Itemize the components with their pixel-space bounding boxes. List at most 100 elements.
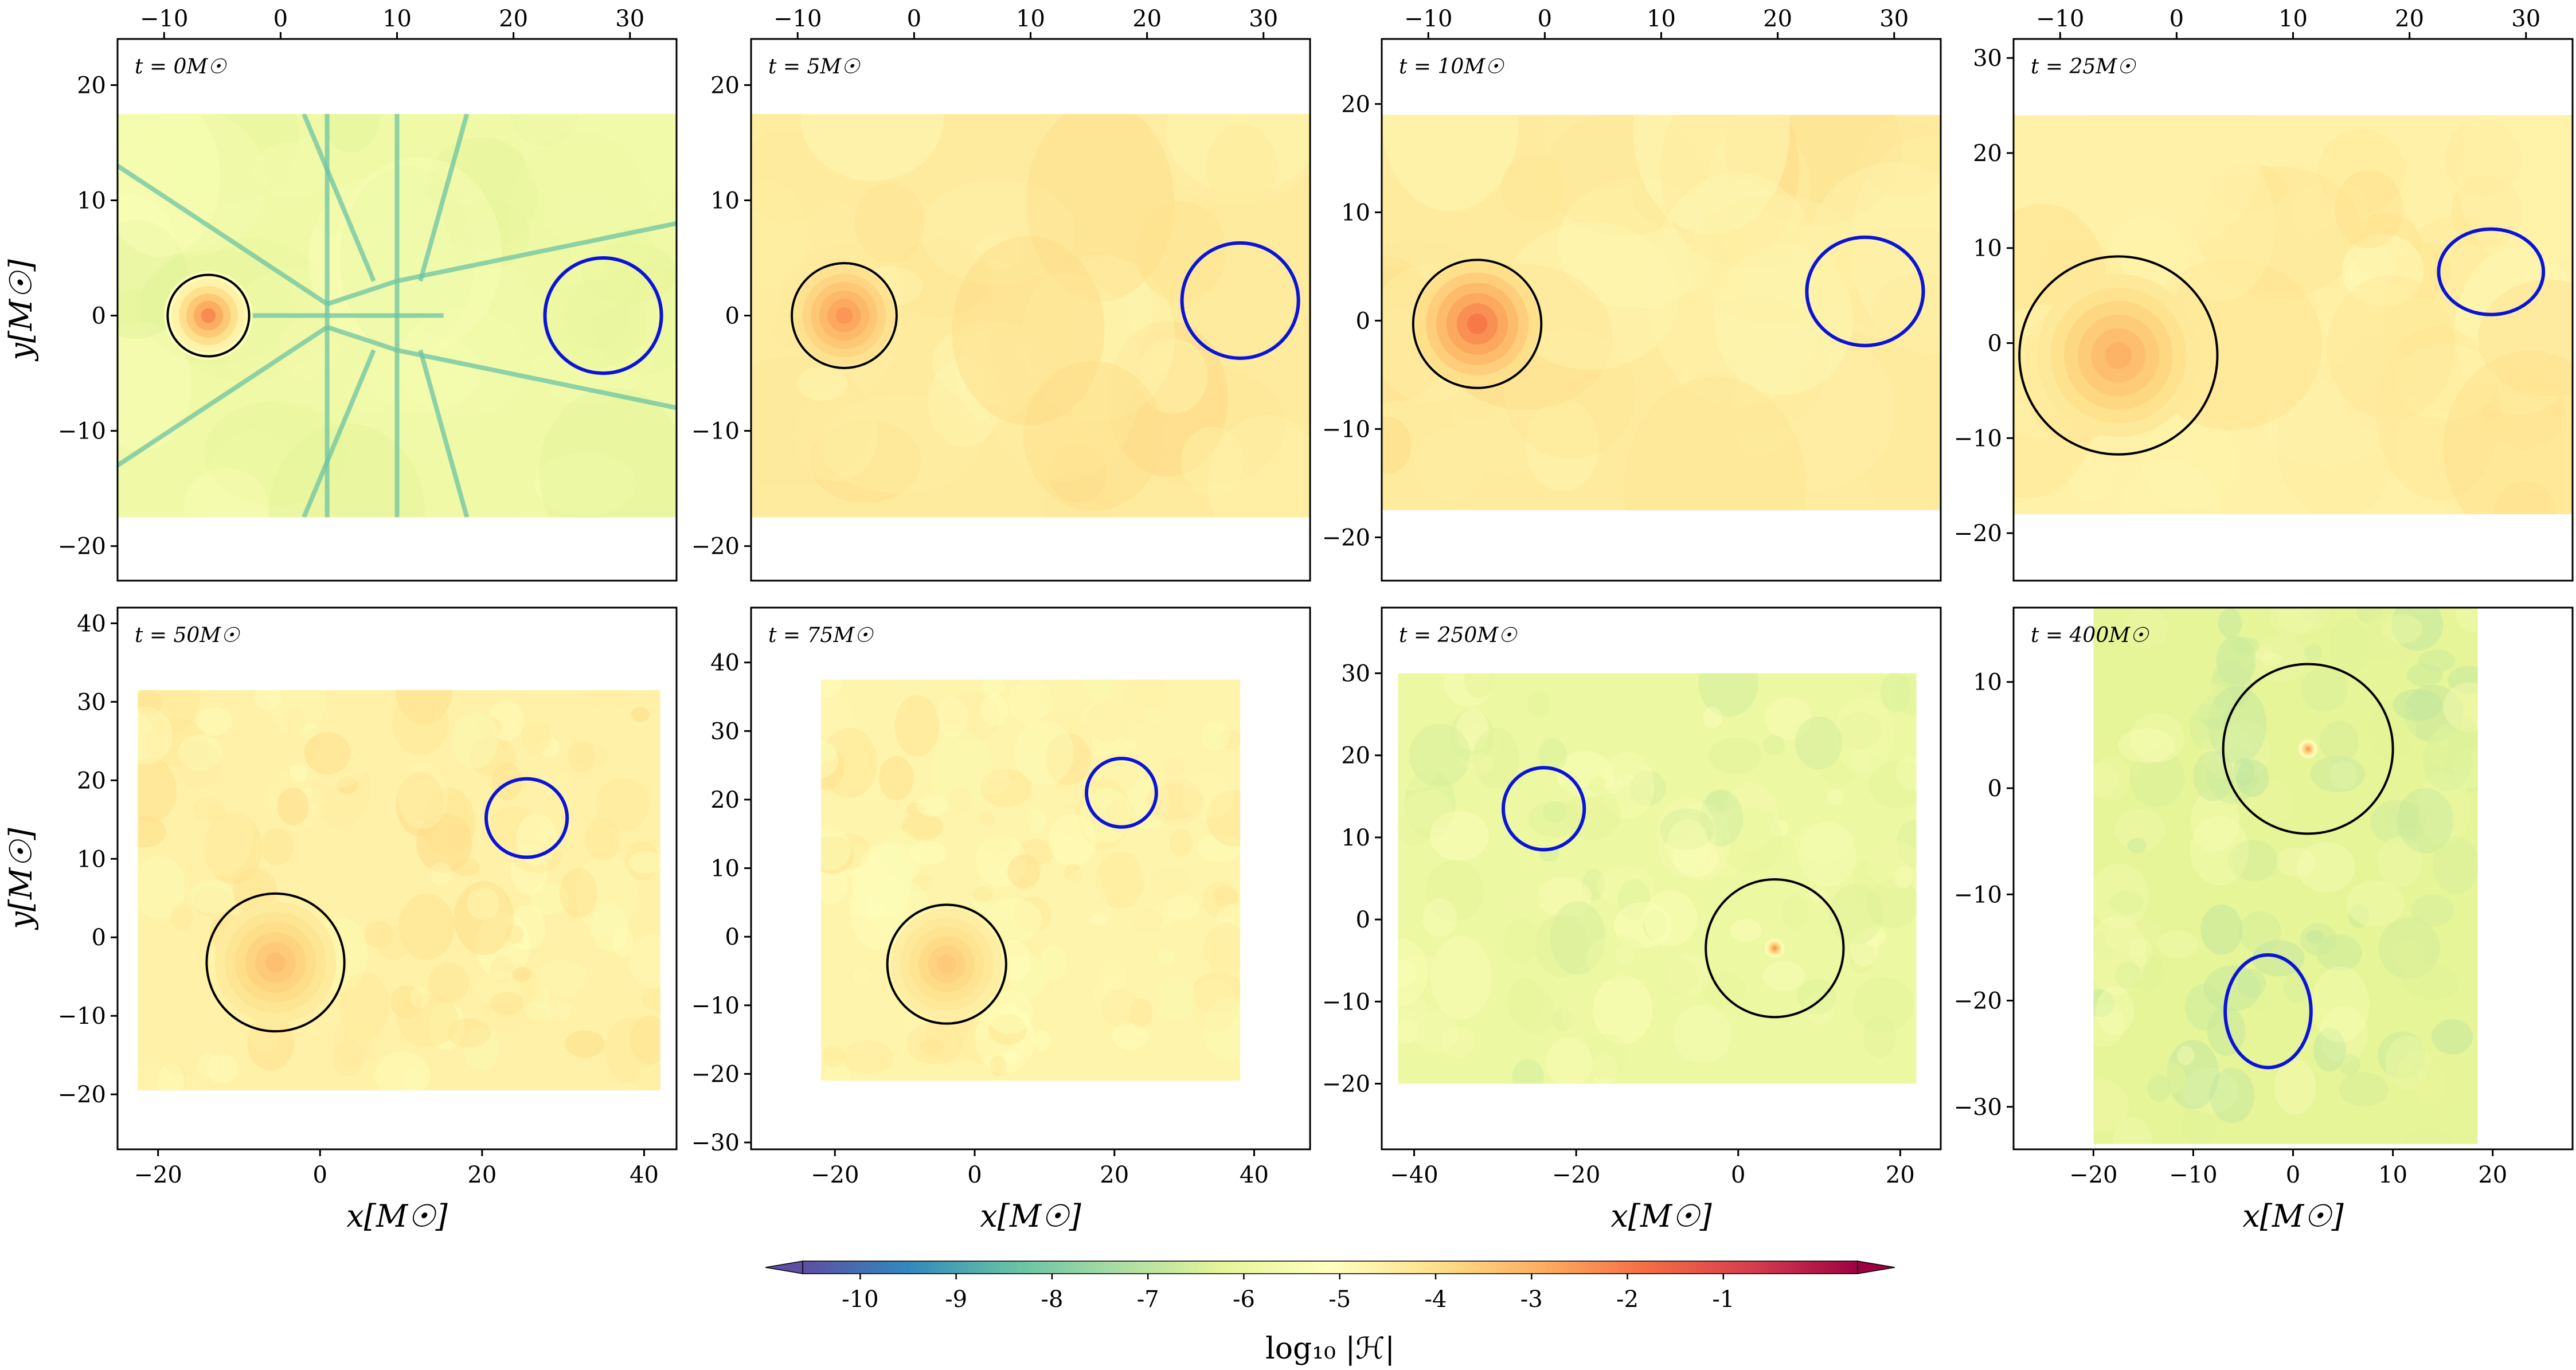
x-tick-label: 20	[2478, 1162, 2507, 1188]
x-tick-label: 0	[967, 1162, 982, 1188]
field-texture	[375, 1051, 431, 1091]
y-tick-label: −20	[58, 1082, 106, 1108]
field-texture	[1799, 821, 1856, 887]
field-texture	[2093, 864, 2149, 929]
field-texture	[1398, 1008, 1418, 1032]
field-texture	[1893, 673, 1917, 717]
field-texture	[118, 113, 221, 257]
field-texture	[1896, 755, 1917, 790]
field-texture	[1674, 345, 1806, 460]
field-texture	[158, 1074, 198, 1091]
y-tick-label: 10	[710, 187, 740, 214]
field-texture	[1398, 938, 1429, 1007]
field-texture	[1136, 201, 1227, 302]
field-texture	[2443, 413, 2573, 514]
field-texture	[1066, 882, 1108, 917]
field-texture	[1201, 721, 1230, 751]
field-texture	[1698, 673, 1758, 717]
field-texture	[2129, 937, 2153, 966]
y-tick-label: 10	[1973, 236, 2002, 262]
field-texture	[454, 881, 514, 955]
field-texture	[2079, 115, 2262, 248]
field-texture	[1615, 943, 1634, 964]
field-texture	[1781, 894, 1808, 930]
field-texture	[2067, 456, 2119, 502]
field-texture	[931, 730, 992, 811]
field-texture	[879, 829, 921, 881]
field-texture	[634, 1064, 660, 1091]
x-tick-label: −20	[811, 1162, 859, 1188]
field-texture	[1158, 949, 1175, 966]
field-texture	[576, 743, 608, 769]
field-texture	[146, 718, 208, 767]
field-texture	[2317, 130, 2405, 213]
field-texture	[2393, 688, 2442, 721]
y-tick-label: 30	[710, 718, 740, 745]
field-texture	[2482, 373, 2566, 450]
field-texture	[1202, 882, 1239, 919]
field-texture	[1513, 985, 1554, 1035]
field-texture	[820, 745, 845, 790]
field-texture	[1688, 194, 1863, 324]
field-texture	[2456, 608, 2478, 633]
y-tick-label: 0	[1988, 331, 2002, 357]
field-texture	[1507, 977, 1543, 1027]
field-texture	[810, 420, 921, 503]
colorbar-gradient	[802, 1261, 1858, 1274]
field-texture	[1441, 1026, 1475, 1058]
field-texture	[1527, 691, 1551, 717]
field-texture	[2129, 713, 2185, 763]
field-texture	[2216, 636, 2256, 686]
field-texture	[1804, 991, 1835, 1025]
field-texture	[428, 962, 470, 1003]
field-texture	[1829, 226, 1941, 334]
field-texture	[533, 987, 549, 1009]
field-texture	[534, 452, 637, 515]
x-tick-label: −10	[140, 6, 188, 32]
y-tick-label: 10	[1341, 825, 1370, 851]
y-tick-label: −10	[691, 418, 740, 445]
field-texture	[1591, 1052, 1617, 1084]
field-texture	[334, 156, 502, 353]
field-texture	[1624, 376, 1807, 511]
field-texture	[1409, 723, 1471, 787]
field-texture	[906, 1021, 964, 1064]
field-texture	[2109, 890, 2144, 915]
field-texture	[1414, 428, 1484, 501]
x-tick-label: 20	[1886, 1162, 1915, 1188]
field-texture	[206, 805, 228, 820]
field-texture	[2093, 1003, 2125, 1047]
field-texture	[2300, 923, 2337, 956]
field-texture	[1701, 973, 1746, 1006]
field-texture	[851, 844, 913, 918]
field-texture	[544, 279, 647, 369]
colorbar-tick-label: -1	[1712, 1286, 1734, 1313]
field-texture	[2494, 481, 2557, 514]
field-texture	[1122, 679, 1168, 725]
field-texture	[2363, 608, 2415, 672]
field-texture	[1698, 826, 1752, 876]
field-texture	[301, 809, 337, 840]
field-texture	[1593, 975, 1653, 1044]
field-texture	[2411, 1062, 2431, 1080]
colorbar-tick-label: -5	[1328, 1286, 1351, 1313]
panel-0: −10 0 10 20 30 −20 −10 0 10 20 t = 0M☉ y[M☉]	[3, 6, 678, 582]
field-texture	[2301, 667, 2348, 712]
black-hole-horizon	[886, 903, 1007, 1025]
field-texture	[192, 887, 232, 917]
x-tick-label: 20	[1132, 6, 1162, 32]
field-texture	[197, 1052, 219, 1079]
field-texture	[1064, 863, 1082, 882]
field-texture	[1812, 241, 1895, 351]
field-texture	[916, 795, 948, 817]
field-texture	[820, 727, 878, 798]
field-texture	[1673, 803, 1731, 880]
field-texture	[2378, 917, 2440, 980]
field-texture	[1862, 926, 1887, 947]
field-texture	[631, 707, 650, 722]
field-texture	[628, 851, 660, 874]
field-texture	[253, 690, 282, 710]
hotspot-ring	[1467, 314, 1488, 335]
field-texture	[860, 843, 921, 887]
field-texture	[1817, 735, 1860, 787]
